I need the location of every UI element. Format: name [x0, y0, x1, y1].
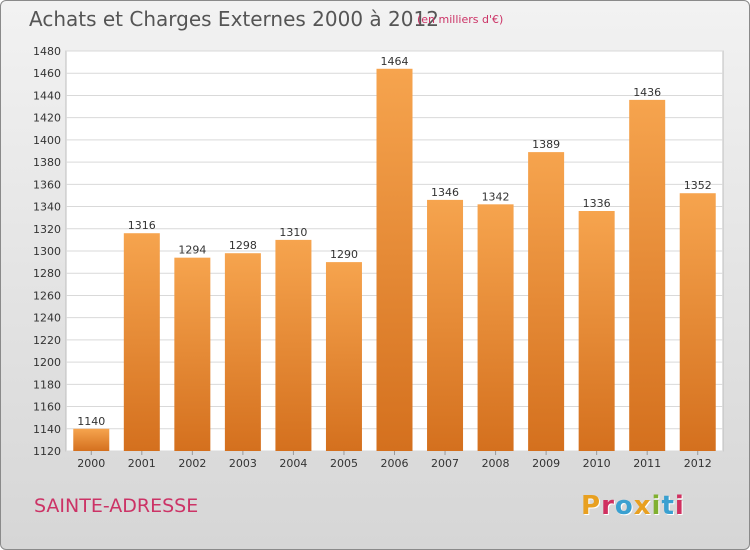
- logo-letter: o: [614, 491, 634, 521]
- logo-letter: i: [674, 491, 685, 521]
- city-name: SAINTE-ADRESSE: [34, 495, 199, 517]
- bar: [629, 99, 666, 451]
- y-tick-label: 1240: [33, 312, 61, 325]
- data-label: 1342: [482, 190, 510, 203]
- data-label: 1436: [633, 86, 661, 99]
- y-tick-label: 1460: [33, 67, 61, 80]
- data-label: 1389: [532, 138, 560, 151]
- x-tick-label: 2005: [330, 457, 358, 470]
- bar: [679, 193, 716, 451]
- y-tick-label: 1280: [33, 267, 61, 280]
- data-label: 1294: [178, 244, 206, 257]
- data-label: 1346: [431, 186, 459, 199]
- x-tick-label: 2010: [583, 457, 611, 470]
- data-label: 1290: [330, 248, 358, 261]
- bar: [275, 239, 312, 451]
- bar: [477, 204, 514, 451]
- x-tick-label: 2007: [431, 457, 459, 470]
- y-tick-label: 1140: [33, 423, 61, 436]
- x-tick-label: 2001: [128, 457, 156, 470]
- x-tick-label: 2011: [633, 457, 661, 470]
- x-tick-label: 2004: [279, 457, 307, 470]
- logo-letter: x: [633, 491, 652, 521]
- y-tick-label: 1300: [33, 245, 61, 258]
- data-label: 1316: [128, 219, 156, 232]
- bar: [224, 253, 261, 451]
- proxiti-logo: Proxiti: [581, 491, 685, 521]
- bar: [325, 262, 362, 451]
- chart-title: Achats et Charges Externes 2000 à 2012: [29, 7, 439, 31]
- data-label: 1352: [684, 179, 712, 192]
- bar: [528, 152, 565, 451]
- x-tick-label: 2012: [684, 457, 712, 470]
- data-label: 1310: [279, 226, 307, 239]
- bar: [73, 428, 110, 451]
- y-tick-label: 1220: [33, 334, 61, 347]
- y-tick-label: 1400: [33, 134, 61, 147]
- bar: [376, 68, 413, 452]
- y-tick-label: 1480: [33, 45, 61, 58]
- data-label: 1464: [381, 55, 409, 68]
- bar: [427, 199, 464, 451]
- bar: [174, 257, 211, 451]
- y-tick-label: 1320: [33, 223, 61, 236]
- y-tick-label: 1200: [33, 356, 61, 369]
- logo-letter: i: [651, 491, 662, 521]
- x-tick-label: 2002: [178, 457, 206, 470]
- data-label: 1140: [77, 415, 105, 428]
- x-tick-label: 2003: [229, 457, 257, 470]
- data-label: 1298: [229, 239, 257, 252]
- logo-letter: P: [581, 491, 602, 521]
- chart-subtitle: (en milliers d'€): [417, 13, 504, 26]
- y-tick-label: 1120: [33, 445, 61, 458]
- y-tick-label: 1360: [33, 178, 61, 191]
- x-tick-label: 2008: [482, 457, 510, 470]
- bar: [123, 233, 160, 451]
- y-tick-label: 1420: [33, 112, 61, 125]
- y-tick-label: 1260: [33, 289, 61, 302]
- x-tick-label: 2000: [77, 457, 105, 470]
- logo-letter: r: [601, 491, 615, 521]
- y-tick-label: 1160: [33, 401, 61, 414]
- y-tick-label: 1180: [33, 378, 61, 391]
- logo-letter: t: [661, 491, 675, 521]
- x-tick-label: 2009: [532, 457, 560, 470]
- data-label: 1336: [583, 197, 611, 210]
- y-tick-label: 1340: [33, 201, 61, 214]
- bar: [578, 211, 615, 451]
- y-tick-label: 1380: [33, 156, 61, 169]
- y-tick-label: 1440: [33, 89, 61, 102]
- x-tick-label: 2006: [381, 457, 409, 470]
